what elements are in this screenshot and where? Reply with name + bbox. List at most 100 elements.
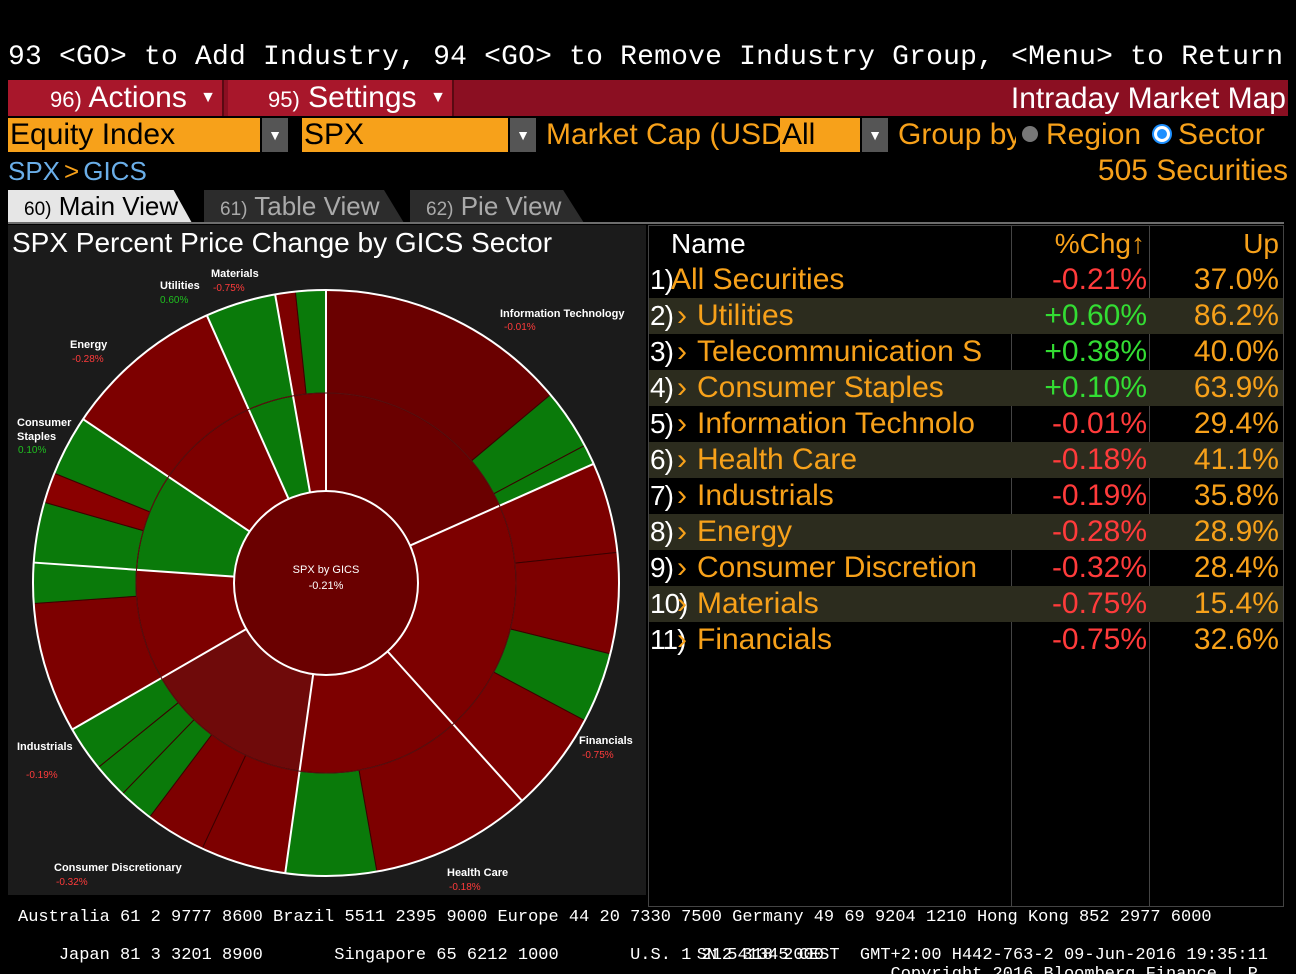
row-name[interactable]: › Industrials	[671, 478, 1009, 514]
table-row[interactable]: 9) › Consumer Discretion -0.32% 28.4%	[649, 550, 1283, 586]
settings-menu-button[interactable]: 95) Settings ▼	[228, 80, 454, 116]
row-change: -0.32%	[1051, 551, 1147, 584]
row-change: -0.75%	[1051, 587, 1147, 620]
column-header-name[interactable]: Name	[671, 228, 746, 259]
chevron-down-icon[interactable]: ▼	[262, 118, 288, 152]
chevron-down-icon: ▼	[430, 89, 446, 106]
row-index: 3)	[650, 336, 674, 367]
table-row[interactable]: 5) › Information Technolo -0.01% 29.4%	[649, 406, 1283, 442]
row-change: -0.28%	[1051, 515, 1147, 548]
column-header-change[interactable]: %Chg↑	[1054, 228, 1145, 259]
row-name-label: Financials	[697, 623, 833, 656]
actions-menu-number: 96)	[50, 87, 82, 112]
row-up-percent: 15.4%	[1193, 587, 1279, 620]
row-name[interactable]: › Health Care	[671, 442, 1009, 478]
breadcrumb-current: GICS	[83, 156, 147, 186]
chevron-right-icon[interactable]: ›	[677, 371, 687, 404]
row-up-percent: 40.0%	[1193, 335, 1279, 368]
table-row[interactable]: 7) › Industrials -0.19% 35.8%	[649, 478, 1283, 514]
row-name[interactable]: › Consumer Staples	[671, 370, 1009, 406]
footer-copyright: Copyright 2016 Bloomberg Finance L.P.	[891, 965, 1268, 974]
radio-selected-icon[interactable]	[1154, 126, 1170, 142]
chevron-right-icon[interactable]: ›	[677, 515, 687, 548]
tab-pie-view[interactable]: 62) Pie View	[410, 190, 584, 223]
chevron-right-icon[interactable]: ›	[677, 587, 687, 620]
column-header-up[interactable]: Up	[1243, 228, 1279, 259]
footer-session-info: SN 541345 CEST GMT+2:00 H442-763-2 09-Ju…	[696, 946, 1268, 965]
row-name[interactable]: › Information Technolo	[671, 406, 1009, 442]
security-type-dropdown[interactable]: Equity Index	[8, 118, 260, 152]
row-name[interactable]: › Consumer Discretion	[671, 550, 1009, 586]
chevron-right-icon[interactable]: ›	[677, 407, 687, 440]
sector-separator	[205, 314, 290, 500]
sector-separator	[274, 294, 312, 493]
ticker-input[interactable]: SPX	[302, 118, 508, 152]
chevron-right-icon[interactable]: ›	[677, 623, 687, 656]
tab-main-view[interactable]: 60) Main View	[8, 190, 192, 223]
function-toolbar: 96) Actions ▼ 95) Settings ▼ Intraday Ma…	[8, 80, 1288, 116]
row-change: -0.75%	[1051, 623, 1147, 656]
tab-number: 60)	[24, 199, 52, 220]
footer-line: Australia 61 2 9777 8600 Brazil 5511 239…	[18, 908, 1212, 927]
row-index: 7)	[650, 480, 674, 511]
row-name-label: Telecommunication S	[697, 335, 983, 368]
row-name-label: Industrials	[697, 479, 834, 512]
row-index: 9)	[650, 552, 674, 583]
chevron-down-icon: ▼	[200, 89, 216, 106]
sector-value: -0.28%	[72, 354, 104, 365]
row-name[interactable]: › Financials	[671, 622, 1009, 658]
row-name[interactable]: › Utilities	[671, 298, 1009, 334]
sector-label: Energy	[70, 339, 108, 351]
chevron-right-icon[interactable]: ›	[677, 479, 687, 512]
group-option-region[interactable]: Region	[1046, 118, 1142, 151]
row-index: 8)	[650, 516, 674, 547]
center-label: SPX by GICS	[293, 564, 360, 576]
breadcrumb-root[interactable]: SPX	[8, 156, 61, 186]
table-row[interactable]: 1) All Securities -0.21% 37.0%	[649, 262, 1283, 298]
chevron-right-icon[interactable]: ›	[677, 299, 687, 332]
sector-label: Industrials	[17, 741, 73, 753]
sunburst-chart[interactable]: SPX by GICS -0.21% Information Technology -…	[8, 225, 646, 895]
row-change: -0.01%	[1051, 407, 1147, 440]
chart-title: SPX Percent Price Change by GICS Sector	[12, 227, 553, 258]
center-value: -0.21%	[309, 580, 344, 592]
row-name[interactable]: All Securities	[671, 262, 1009, 298]
chevron-right-icon[interactable]: ›	[677, 335, 687, 368]
table-row[interactable]: 4) › Consumer Staples +0.10% 63.9%	[649, 370, 1283, 406]
actions-menu-button[interactable]: 96) Actions ▼	[8, 80, 224, 116]
table-row[interactable]: 11) › Financials -0.75% 32.6%	[649, 622, 1283, 658]
sunburst-chart-panel: SPX by GICS -0.21% Information Technology -…	[8, 225, 646, 895]
row-name[interactable]: › Telecommunication S	[671, 334, 1009, 370]
row-name[interactable]: › Energy	[671, 514, 1009, 550]
radio-unselected-icon[interactable]	[1022, 126, 1038, 142]
chevron-right-icon[interactable]: ›	[677, 443, 687, 476]
row-up-percent: 28.9%	[1193, 515, 1279, 548]
market-cap-dropdown[interactable]: All	[780, 118, 860, 152]
row-change: -0.19%	[1051, 479, 1147, 512]
chevron-right-icon[interactable]: ›	[677, 551, 687, 584]
table-row[interactable]: 3) › Telecommunication S +0.38% 40.0%	[649, 334, 1283, 370]
command-line-hint: 93 <GO> to Add Industry, 94 <GO> to Remo…	[8, 42, 1284, 73]
row-up-percent: 63.9%	[1193, 371, 1279, 404]
center-circle[interactable]	[233, 490, 419, 676]
footer-line: SN 541345 CEST GMT+2:00 H442-763-2 09-Ju…	[18, 946, 1288, 965]
table-row[interactable]: 8) › Energy -0.28% 28.9%	[649, 514, 1283, 550]
table-row[interactable]: 10) › Materials -0.75% 15.4%	[649, 586, 1283, 622]
tab-label: Main View	[58, 191, 179, 221]
tab-number: 62)	[426, 199, 454, 220]
table-row[interactable]: 6) › Health Care -0.18% 41.1%	[649, 442, 1283, 478]
outer-ring	[32, 289, 620, 877]
sector-label: Consumer Discretionary	[54, 862, 183, 874]
breadcrumb-separator: >	[64, 156, 80, 186]
table-row[interactable]: 2) › Utilities +0.60% 86.2%	[649, 298, 1283, 334]
tab-table-view[interactable]: 61) Table View	[204, 190, 404, 223]
sector-value: 0.60%	[160, 295, 188, 306]
row-name[interactable]: › Materials	[671, 586, 1009, 622]
chevron-down-icon[interactable]: ▼	[862, 118, 888, 152]
group-option-sector[interactable]: Sector	[1178, 118, 1265, 151]
sector-label: Financials	[579, 735, 633, 747]
row-index: 6)	[650, 444, 674, 475]
chevron-down-icon[interactable]: ▼	[510, 118, 536, 152]
middle-ring	[135, 392, 517, 774]
footer-contact-info: Australia 61 2 9777 8600 Brazil 5511 239…	[18, 908, 1288, 974]
